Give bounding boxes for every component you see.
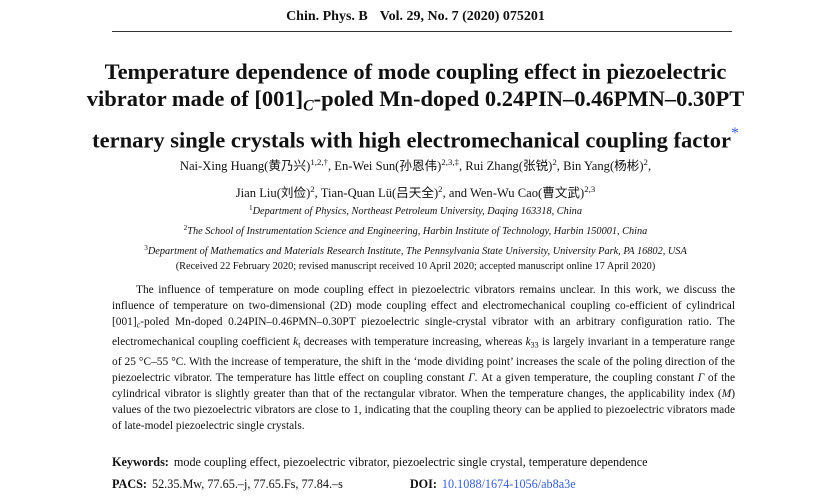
affiliations: 1Department of Physics, Northeast Petrol… (0, 200, 831, 260)
text-segment: 1,2,† (310, 157, 328, 167)
text-segment: 2 (643, 157, 648, 167)
text-segment: The influence of temperature on mode cou… (112, 284, 735, 329)
authors-line: Jian Liu(刘俭)2, Tian-Quan Lü(吕天全)2, and W… (0, 178, 831, 205)
text-segment: 2 (552, 157, 557, 167)
text-segment: Department of Physics, Northeast Petrole… (252, 205, 582, 217)
text-segment: Keywords: (112, 455, 169, 469)
text-segment: * (731, 124, 739, 142)
doi-link[interactable]: 10.1088/1674-1056/ab8a3e (441, 477, 576, 491)
text-segment: (Received 22 February 2020; revised manu… (175, 261, 656, 272)
text-segment: k (293, 336, 299, 348)
pacs-doi: PACS: 52.35.Mw, 77.65.–j, 77.65.Fs, 77.84… (112, 477, 812, 492)
text-segment: , (647, 158, 652, 173)
received-dates: (Received 22 February 2020; revised manu… (0, 261, 831, 272)
text-segment: Jian Liu(刘俭) (235, 185, 311, 200)
text-segment: mode coupling effect, piezoelectric vibr… (173, 455, 648, 469)
text-segment: 52.35.Mw, 77.65.–j, 77.65.Fs, 77.84.–s (151, 477, 343, 491)
title-line: vibrator made of [001]C-poled Mn-doped 0… (0, 85, 831, 120)
affiliations-line: 1Department of Physics, Northeast Petrol… (0, 200, 831, 220)
text-segment: ) values of the two piezoelectric vibrat… (112, 388, 735, 433)
text-segment: t (298, 340, 301, 350)
text-segment: Nai-Xing Huang(黄乃兴) (179, 158, 311, 173)
text-segment: 2 (183, 223, 188, 232)
text-segment: 2 (310, 183, 315, 194)
header-line: Chin. Phys. B Vol. 29, No. 7 (2020) 07520… (0, 9, 831, 25)
title-line: ternary single crystals with high electr… (0, 120, 831, 153)
text-segment: Vol. 29, No. 7 (2020) 075201 (379, 9, 545, 24)
text-segment: of the cylindrical vibrator is slightly … (112, 371, 735, 400)
text-segment: is largely invariant in a temperature ra… (112, 336, 735, 384)
received-line: (Received 22 February 2020; revised manu… (0, 261, 831, 272)
text-segment: 2,3 (584, 183, 596, 194)
text-segment: 2 (438, 183, 443, 194)
text-segment: , Rui Zhang(张锐) (458, 158, 553, 173)
abstract-line: The influence of temperature on mode cou… (112, 282, 735, 435)
text-segment: ternary single crystals with high electr… (92, 127, 731, 153)
journal-header: Chin. Phys. B Vol. 29, No. 7 (2020) 07520… (0, 9, 831, 25)
text-segment: 33 (530, 340, 539, 350)
title: Temperature dependence of mode coupling … (0, 58, 831, 153)
text-segment: The School of Instrumentation Science an… (187, 225, 648, 237)
text-segment: PACS: (112, 477, 147, 491)
text-segment: , Tian-Quan Lü(吕天全) (314, 185, 439, 200)
text-segment: decreases with temperature increasing, w… (300, 336, 526, 348)
affiliations-line: 3Department of Mathematics and Materials… (0, 240, 831, 260)
authors-line: Nai-Xing Huang(黄乃兴)1,2,†, En-Wei Sun(孙恩伟… (0, 151, 831, 178)
title-line: Temperature dependence of mode coupling … (0, 58, 831, 85)
keywords-line: Keywords: mode coupling effect, piezoelec… (112, 455, 812, 470)
text-segment: M (721, 388, 732, 400)
authors: Nai-Xing Huang(黄乃兴)1,2,†, En-Wei Sun(孙恩伟… (0, 151, 831, 205)
text-segment: , and Wen-Wu Cao(曹文武) (442, 185, 585, 200)
text-segment: Temperature dependence of mode coupling … (104, 59, 727, 84)
text-segment: Department of Mathematics and Materials … (147, 245, 687, 257)
affiliations-line: 2The School of Instrumentation Science a… (0, 220, 831, 240)
text-segment: -poled Mn-doped 0.24PIN–0.46PMN–0.30PT (313, 86, 745, 111)
text-segment: DOI: (409, 477, 437, 491)
text-segment: Chin. Phys. B (286, 9, 368, 24)
text-segment: , Bin Yang(杨彬) (556, 158, 644, 173)
text-segment: k (525, 336, 531, 348)
text-segment: . At a given temperature, the coupling c… (474, 371, 698, 384)
keywords: Keywords: mode coupling effect, piezoelec… (112, 455, 812, 470)
text-segment: , En-Wei Sun(孙恩伟) (327, 158, 442, 173)
text-segment: -poled Mn-doped 0.24PIN–0.46PMN–0.30PT p… (112, 316, 735, 348)
text-segment: Γ (468, 371, 475, 384)
text-segment: 1 (249, 204, 253, 212)
header-rule (112, 31, 732, 32)
pacs-line: PACS: 52.35.Mw, 77.65.–j, 77.65.Fs, 77.84… (112, 477, 812, 492)
text-segment: 2,3,‡ (441, 157, 459, 167)
text-segment: vibrator made of [001] (86, 86, 304, 111)
text-segment: 3 (144, 243, 148, 252)
text-segment: C (303, 97, 314, 115)
abstract: The influence of temperature on mode cou… (112, 282, 735, 435)
text-segment: Γ (697, 371, 705, 384)
text-segment: c (136, 320, 141, 330)
